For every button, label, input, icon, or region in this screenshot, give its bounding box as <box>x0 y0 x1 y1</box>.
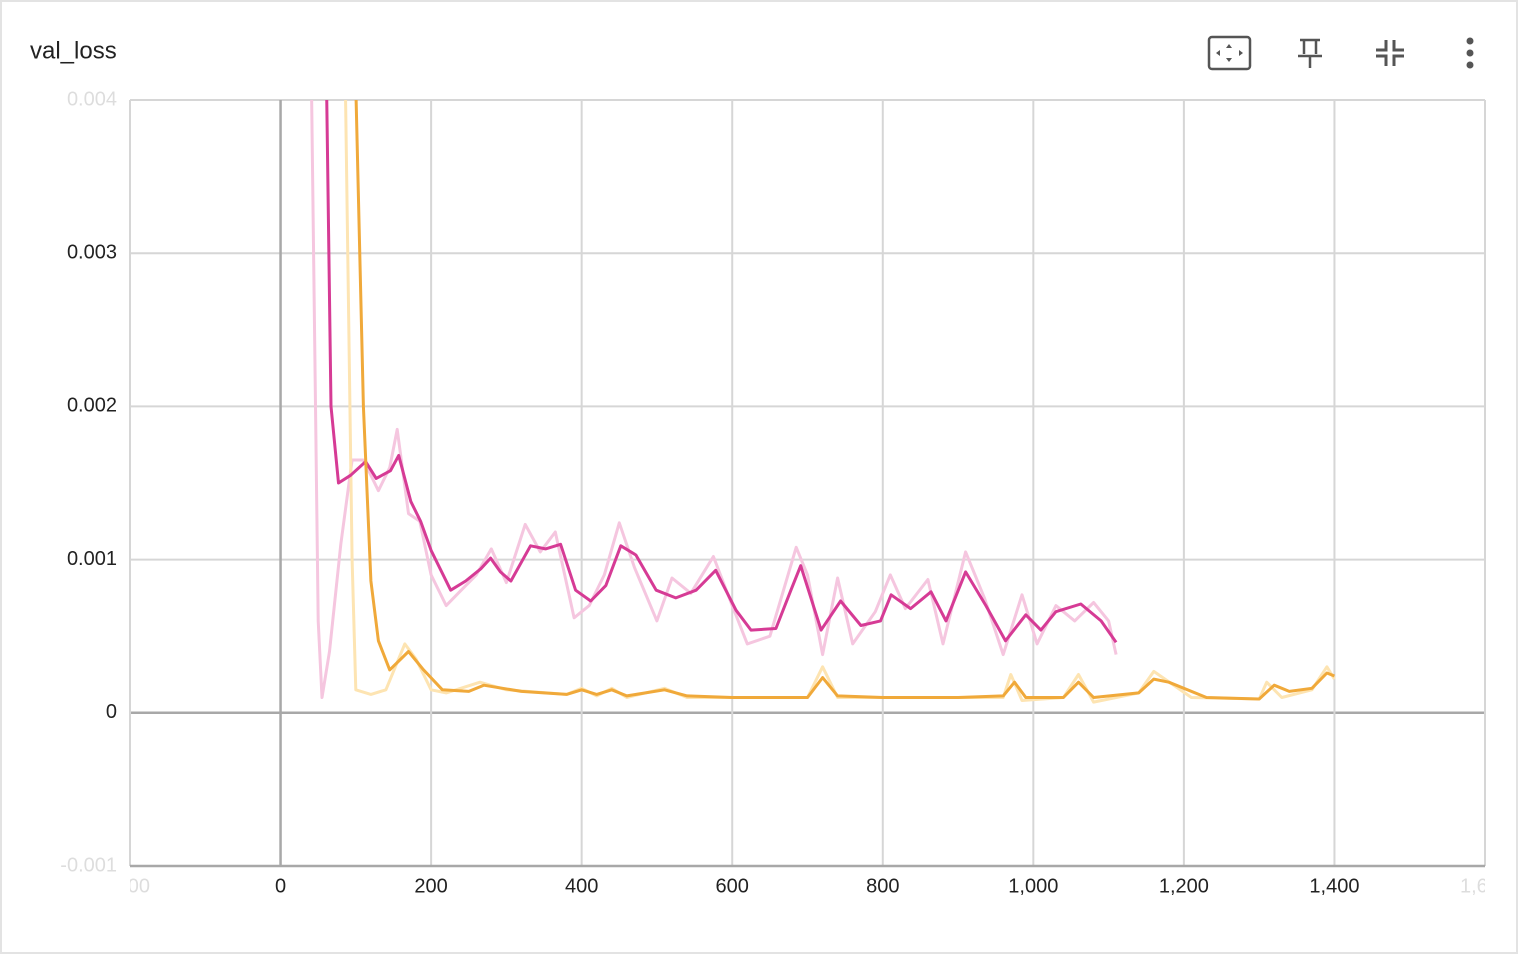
series-line <box>354 100 1335 701</box>
series-line <box>325 100 1118 644</box>
collapse-button[interactable] <box>1376 40 1404 66</box>
menu-button[interactable] <box>1466 37 1474 69</box>
x-tick-label: -200 <box>110 875 150 897</box>
x-tick-label: 200 <box>414 875 447 897</box>
y-tick-label: 0.002 <box>67 395 117 417</box>
fit-button[interactable] <box>1207 35 1252 71</box>
x-tick-label: 1,200 <box>1159 875 1209 897</box>
x-tick-label: 1,000 <box>1008 875 1058 897</box>
pin-button[interactable] <box>1298 38 1322 68</box>
x-tick-label: 400 <box>565 875 598 897</box>
x-tick-label: 800 <box>866 875 899 897</box>
x-tick-label: 1,400 <box>1309 875 1359 897</box>
y-tick-label: 0 <box>106 701 117 723</box>
y-tick-label: 0.004 <box>67 88 117 110</box>
chart-title: val_loss <box>30 37 117 64</box>
y-tick-label: 0.003 <box>67 241 117 263</box>
y-tick-label: -0.001 <box>60 854 117 876</box>
y-tick-label: 0.001 <box>67 548 117 570</box>
x-tick-label: 0 <box>275 875 286 897</box>
x-tick-label: 1,600 <box>1460 875 1510 897</box>
x-tick-label: 600 <box>716 875 749 897</box>
series-line <box>310 100 1118 699</box>
